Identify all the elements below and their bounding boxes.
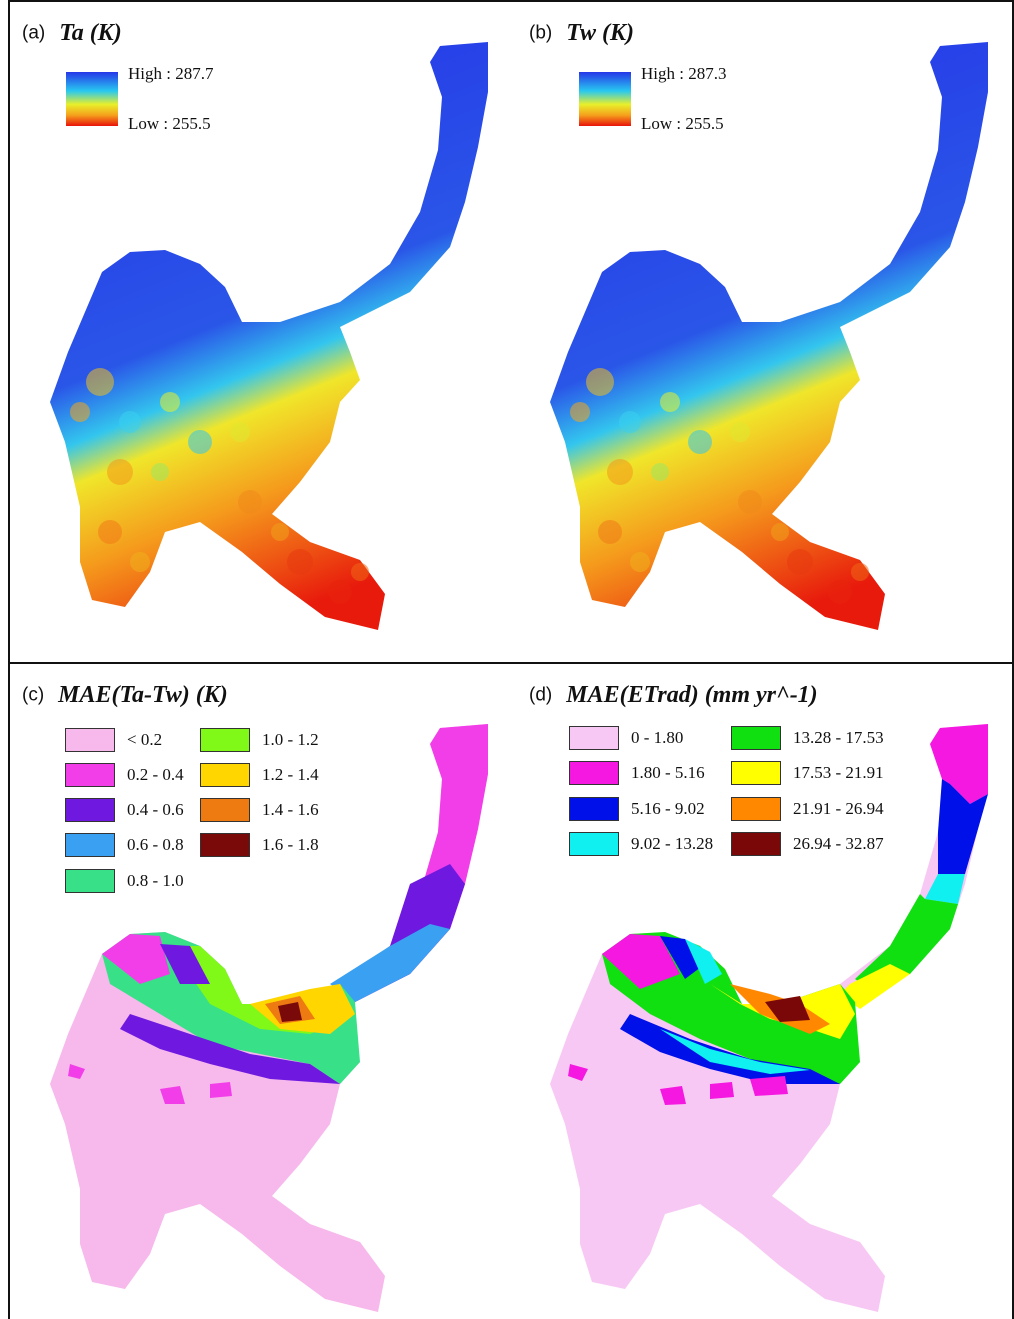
panel-label: (d) xyxy=(529,684,553,706)
panel-title: MAE(ETrad) (mm yr^-1) xyxy=(566,682,818,708)
low-label: Low : 255.5 xyxy=(128,114,211,133)
map-mae-etrad xyxy=(550,724,988,1312)
legend-swatch xyxy=(65,728,115,752)
map-mae-ta-tw xyxy=(50,724,488,1312)
legend-swatch xyxy=(200,833,250,857)
legend-swatch xyxy=(200,798,250,822)
temperature-texture xyxy=(70,368,369,604)
high-label: High : 287.3 xyxy=(641,64,727,83)
panel-a: (a) Ta (K) High : 287.7 Low : 255.5 xyxy=(8,0,519,664)
legend-label: 9.02 - 13.28 xyxy=(631,834,714,853)
legend-label: 0.2 - 0.4 xyxy=(127,765,184,784)
legend-label: 0.8 - 1.0 xyxy=(127,871,184,890)
legend-swatch xyxy=(569,797,619,821)
color-ramp xyxy=(66,72,118,126)
legend-swatch xyxy=(65,798,115,822)
panel-b: (b) Tw (K) High : 287.3 Low : 255.5 xyxy=(517,0,1014,664)
legend-swatch xyxy=(200,763,250,787)
panel-label: (a) xyxy=(22,22,46,44)
legend-swatch xyxy=(731,832,781,856)
color-ramp xyxy=(579,72,631,126)
legend-swatch xyxy=(731,726,781,750)
panel-c: (c) MAE(Ta-Tw) (K) < 0.2 0.2 - 0.4 0.4 -… xyxy=(8,662,519,1319)
panel-title: Tw (K) xyxy=(566,20,635,46)
legend-swatch xyxy=(731,761,781,785)
low-label: Low : 255.5 xyxy=(641,114,724,133)
panel-label: (b) xyxy=(529,22,553,44)
legend-swatch xyxy=(200,728,250,752)
legend-label: 0.6 - 0.8 xyxy=(127,835,184,854)
legend-label: 17.53 - 21.91 xyxy=(793,763,884,782)
legend-label: 5.16 - 9.02 xyxy=(631,799,705,818)
legend-swatch xyxy=(569,761,619,785)
panel-title: MAE(Ta-Tw) (K) xyxy=(58,682,228,708)
legend-label: 1.4 - 1.6 xyxy=(262,800,319,819)
legend-swatch xyxy=(569,726,619,750)
legend-label: 21.91 - 26.94 xyxy=(793,799,884,818)
legend-label: 0.4 - 0.6 xyxy=(127,800,184,819)
legend-label: 26.94 - 32.87 xyxy=(793,834,884,853)
legend-swatch xyxy=(569,832,619,856)
high-label: High : 287.7 xyxy=(128,64,214,83)
legend-label: 13.28 - 17.53 xyxy=(793,728,884,747)
panel-label: (c) xyxy=(22,684,45,706)
legend-label: 0 - 1.80 xyxy=(631,728,684,747)
map-ta xyxy=(50,42,488,630)
map-tw xyxy=(550,42,988,630)
legend-label: 1.6 - 1.8 xyxy=(262,835,319,854)
legend-label: 1.0 - 1.2 xyxy=(262,730,319,749)
panel-title: Ta (K) xyxy=(59,20,122,46)
legend-label: 1.80 - 5.16 xyxy=(631,763,705,782)
legend-swatch xyxy=(731,797,781,821)
legend-swatch xyxy=(65,833,115,857)
legend-label: < 0.2 xyxy=(127,730,163,749)
legend-swatch xyxy=(65,869,115,893)
legend-swatch xyxy=(65,763,115,787)
legend-label: 1.2 - 1.4 xyxy=(262,765,319,784)
panel-d: (d) MAE(ETrad) (mm yr^-1) 0 - 1.80 1.80 … xyxy=(517,662,1014,1319)
